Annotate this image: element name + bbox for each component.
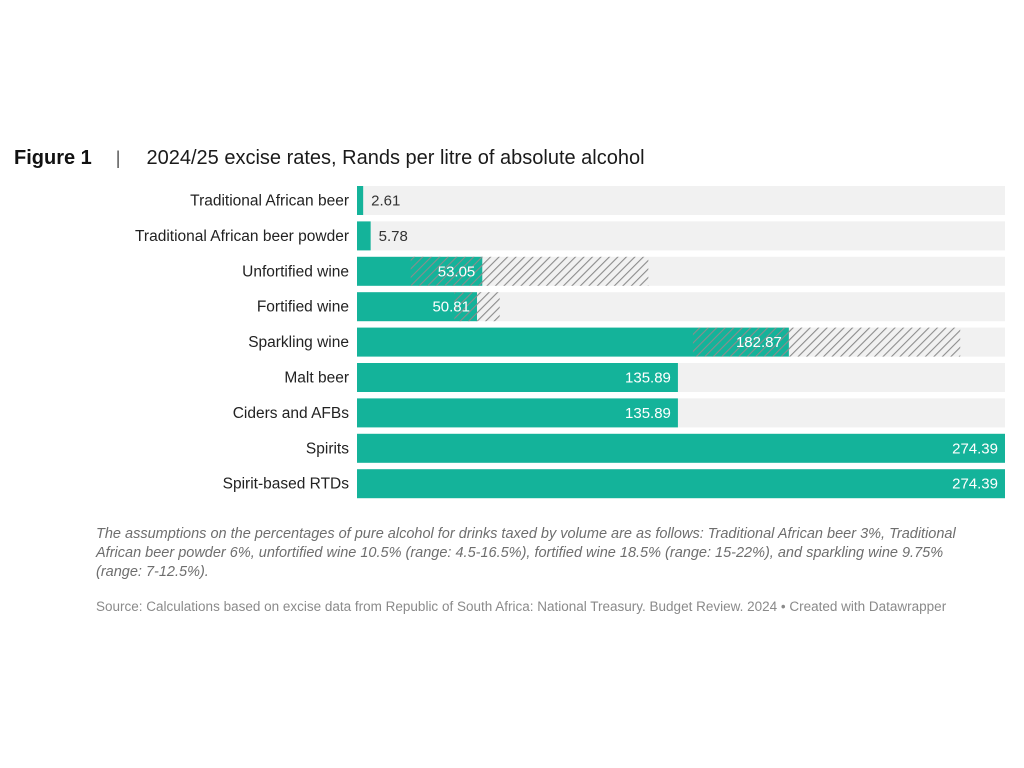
data-label: 274.39 <box>952 476 998 493</box>
bar <box>357 186 364 215</box>
range-hatch <box>692 327 961 357</box>
data-label: 53.05 <box>438 263 476 280</box>
data-label: 135.89 <box>625 405 671 422</box>
chart-notes: The assumptions on the percentages of pu… <box>96 526 956 580</box>
data-label: 2.61 <box>371 193 400 210</box>
data-label: 5.78 <box>379 228 408 245</box>
bar <box>357 221 371 251</box>
figure-label: Figure 1 <box>14 146 92 169</box>
bar <box>357 433 1005 463</box>
category-label: Fortified wine <box>257 299 349 316</box>
figure-separator: | <box>115 147 121 168</box>
data-label: 274.39 <box>952 440 998 457</box>
category-label: Spirit-based RTDs <box>223 476 350 493</box>
chart-title: 2024/25 excise rates, Rands per litre of… <box>146 146 645 169</box>
data-label: 50.81 <box>432 299 470 316</box>
bar-track <box>357 221 1005 251</box>
category-label: Traditional African beer <box>190 193 349 210</box>
bar <box>357 398 678 428</box>
bar <box>357 469 1005 499</box>
data-label: 182.87 <box>736 334 782 351</box>
figure-heading: Figure 1 | 2024/25 excise rates, Rands p… <box>14 143 645 173</box>
chart-source: Source: Calculations based on excise dat… <box>96 599 947 614</box>
category-label: Spirits <box>306 440 349 457</box>
bar-chart: Traditional African beer 2.61 Traditional … <box>135 186 1005 499</box>
category-label: Traditional African beer powder <box>135 228 349 245</box>
category-label: Unfortified wine <box>242 263 349 280</box>
data-label: 135.89 <box>625 370 671 387</box>
bar-track <box>357 186 1005 215</box>
range-hatch <box>454 292 500 322</box>
category-label: Ciders and AFBs <box>233 405 350 422</box>
bar <box>357 363 678 392</box>
category-label: Sparkling wine <box>248 334 349 351</box>
category-label: Malt beer <box>284 370 349 387</box>
range-hatch <box>410 256 649 286</box>
